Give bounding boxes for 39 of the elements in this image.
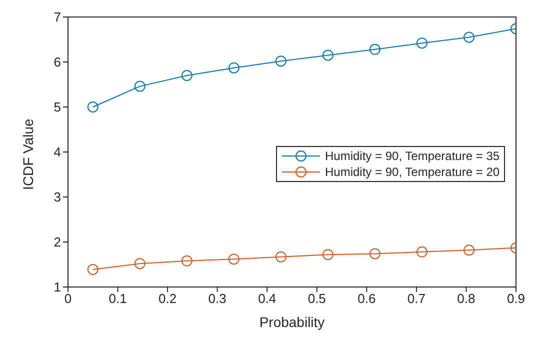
point (322, 249, 334, 260)
legend-label: Humidity = 90, Temperature = 35 (325, 148, 500, 164)
legend-label: Humidity = 90, Temperature = 20 (325, 164, 500, 180)
x-tick-label: 0.1 (108, 291, 127, 306)
point (322, 50, 334, 61)
y-tick-label: 5 (54, 100, 61, 115)
point (275, 56, 286, 67)
point (181, 70, 192, 81)
point (87, 102, 98, 112)
x-tick-label: 0.9 (506, 291, 526, 306)
y-tick-label: 1 (54, 280, 61, 295)
x-tick-label: 0.2 (158, 291, 177, 306)
x-tick-label: 0 (64, 291, 72, 306)
x-tick-label: 0.7 (407, 291, 426, 306)
point (134, 258, 146, 270)
y-tick-label: 6 (54, 54, 61, 70)
x-tick-label: 0.3 (208, 291, 226, 306)
point (181, 255, 192, 266)
point (464, 244, 475, 256)
point (416, 246, 428, 258)
y-tick-label: 7 (54, 10, 61, 25)
point (87, 264, 98, 275)
point (275, 251, 286, 262)
y-tick-label: 3 (54, 190, 61, 205)
x-tick-label: 0.4 (258, 291, 276, 306)
point (228, 254, 240, 265)
x-axis-title: Probability (259, 314, 325, 330)
y-tick-label: 2 (54, 234, 61, 250)
point (369, 248, 380, 260)
point (369, 44, 380, 55)
point (464, 32, 475, 43)
x-tick-label: 0.5 (308, 291, 326, 306)
y-axis-title: ICDF Value (20, 118, 36, 190)
point (416, 38, 428, 49)
x-tick-label: 0.8 (457, 291, 476, 306)
point (134, 80, 146, 92)
y-tick-label: 4 (54, 144, 61, 160)
x-tick-label: 0.6 (358, 291, 376, 306)
point (228, 62, 240, 74)
